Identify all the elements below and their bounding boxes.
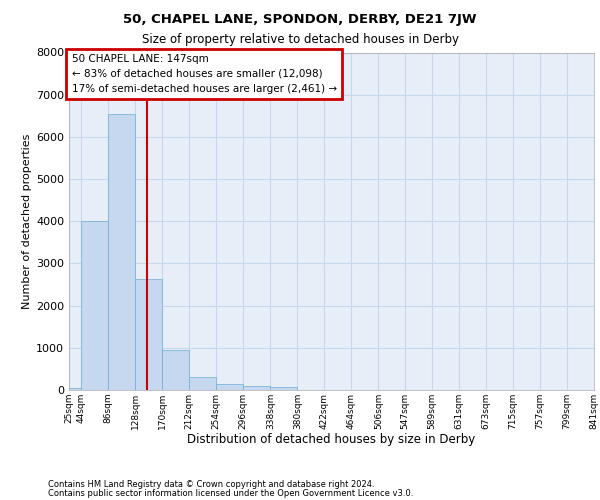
Text: Size of property relative to detached houses in Derby: Size of property relative to detached ho… [142, 32, 458, 46]
Bar [244, 386, 271, 390]
Bar [190, 378, 217, 390]
Bar [108, 114, 135, 390]
Text: 50, CHAPEL LANE, SPONDON, DERBY, DE21 7JW: 50, CHAPEL LANE, SPONDON, DERBY, DE21 7J… [123, 12, 477, 26]
Text: 50 CHAPEL LANE: 147sqm
← 83% of detached houses are smaller (12,098)
17% of semi: 50 CHAPEL LANE: 147sqm ← 83% of detached… [71, 54, 337, 94]
Bar [135, 280, 162, 390]
Bar [217, 384, 244, 390]
Bar [271, 387, 298, 390]
Text: Contains HM Land Registry data © Crown copyright and database right 2024.: Contains HM Land Registry data © Crown c… [48, 480, 374, 489]
Bar [162, 350, 190, 390]
Y-axis label: Number of detached properties: Number of detached properties [22, 134, 32, 309]
Bar [69, 388, 81, 390]
X-axis label: Distribution of detached houses by size in Derby: Distribution of detached houses by size … [187, 434, 476, 446]
Text: Contains public sector information licensed under the Open Government Licence v3: Contains public sector information licen… [48, 489, 413, 498]
Bar [81, 221, 108, 390]
